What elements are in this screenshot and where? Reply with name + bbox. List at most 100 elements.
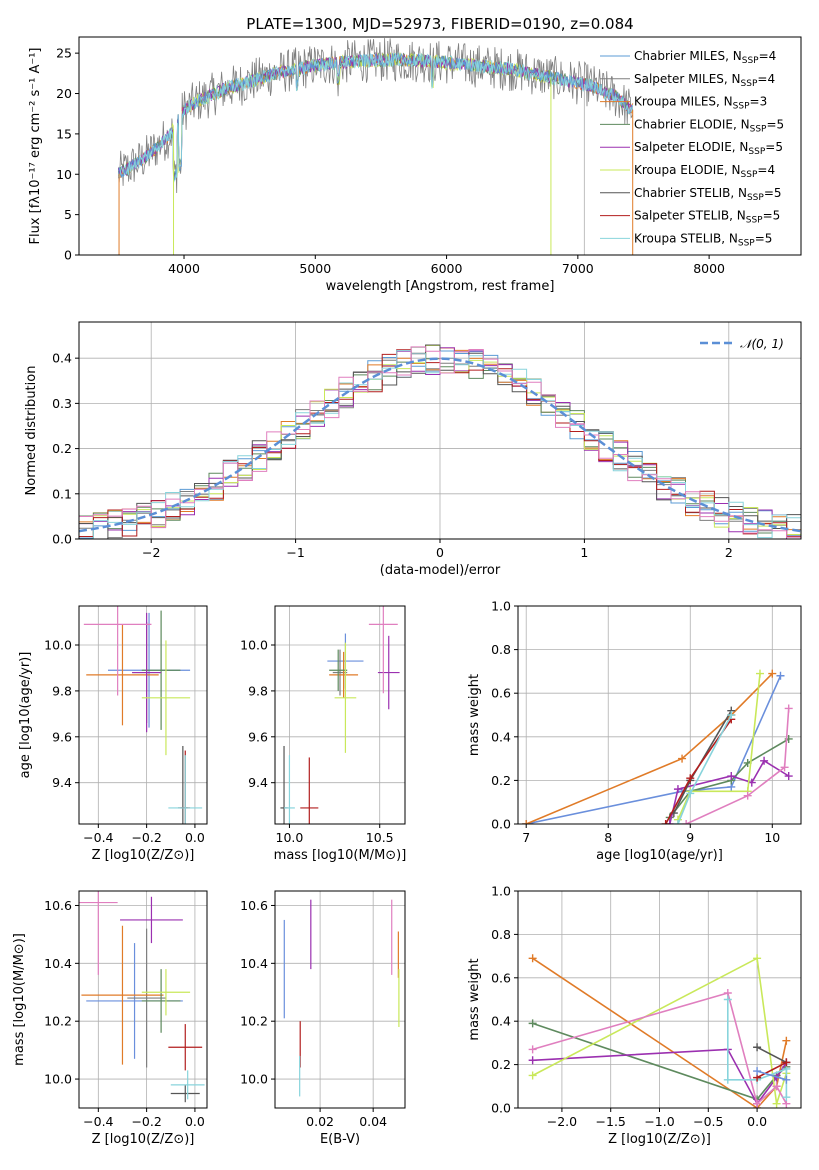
y-tick-label: 0.4 [52,351,72,366]
y-tick-label: 9.6 [52,729,72,744]
y-tick-label: 5 [64,207,72,222]
weight-marker [528,1071,537,1080]
weight-marker [753,1043,762,1052]
legend-entry: Salpeter ELODIE, NSSP=5 [634,140,783,157]
weight_vs_Z-series [528,954,791,1108]
x-tick-label: 10.0 [276,830,304,845]
weight-marker [723,1075,732,1084]
x-tick-label: 2 [725,545,733,560]
weight-line [685,708,790,824]
weight-marker [782,1036,791,1045]
mass_vs_ebv-xlabel: E(B-V) [320,1132,360,1147]
weight-marker [743,791,752,800]
x-tick-label: 1 [580,545,588,560]
x-tick-label: 0.0 [747,1114,767,1129]
weight-marker [776,671,785,680]
x-tick-label: 7 [522,830,530,845]
x-tick-label: 9 [686,830,694,845]
weight-marker [784,772,793,781]
weight-marker [673,820,682,824]
x-tick-label: 4000 [168,261,200,276]
y-tick-label: 9.4 [52,775,72,790]
x-tick-label: −0.2 [131,1114,161,1129]
y-tick-label: 0 [64,248,72,263]
weight-marker [528,954,537,963]
age_vs_Z-xlabel: Z [log10(Z/Z⊙)] [92,848,195,863]
y-tick-label: 1.0 [491,599,511,614]
mass_vs_ebv-points [283,899,400,1097]
x-tick-label: 0.0 [185,830,205,845]
weight-marker [723,995,732,1004]
y-tick-label: 10.0 [44,638,72,653]
y-tick-label: 0.8 [491,927,511,942]
weight-marker [760,756,769,765]
legend-entry: Salpeter STELIB, NSSP=5 [634,209,780,226]
y-tick-label: 25 [56,46,72,61]
weight-marker [528,1056,537,1065]
x-tick-label: 6000 [431,261,463,276]
weight_vs_age-ylabel: mass weight [467,674,482,756]
spectrum-lines [118,38,634,255]
age_vs_Z-ylabel: age [log10(age/yr)] [18,652,33,779]
spectrum-legend: Chabrier MILES, NSSP=4 Salpeter MILES, NS… [600,49,784,248]
residual-histogram [79,346,801,538]
weight-marker [784,704,793,713]
spectrum-xlabel: wavelength [Angstrom, rest frame] [326,279,555,294]
x-tick-label: −1.0 [644,1114,674,1129]
spectrum-line [118,52,634,184]
weight-marker [782,1058,791,1067]
weight-marker [782,1093,791,1102]
weight-line [756,1070,787,1081]
y-tick-label: 0.3 [52,396,72,411]
y-tick-label: 10.6 [240,898,268,913]
x-tick-label: −0.5 [693,1114,723,1129]
y-tick-label: 0.4 [491,1014,511,1029]
x-tick-label: 10 [764,830,780,845]
y-tick-label: 10.4 [44,956,72,971]
x-tick-label: 10.5 [366,830,394,845]
residuals-ylabel: Normed distribution [24,366,39,496]
y-tick-label: 0.2 [491,773,511,788]
weight-marker [522,820,531,824]
y-tick-label: 10.0 [44,1072,72,1087]
x-tick-label: −0.4 [83,830,113,845]
spectrum-axes: 4000 5000 6000 7000 8000 0 5 10 15 20 25 [56,46,725,276]
weight-marker [772,1099,781,1108]
y-tick-label: 1.0 [491,884,511,899]
legend-entry: Chabrier STELIB, NSSP=5 [634,186,782,203]
weight-line [669,759,790,824]
weight-line [526,675,782,824]
weight-marker [665,820,674,824]
y-tick-label: 15 [56,126,72,141]
x-tick-label: −0.4 [83,1114,113,1129]
y-tick-label: 20 [56,86,72,101]
weight-marker [753,1067,762,1076]
x-tick-label: 0.02 [306,1114,334,1129]
weight-marker [678,754,687,763]
y-tick-label: 0.0 [491,817,511,832]
x-tick-label: −2.0 [547,1114,577,1129]
y-tick-label: 0.2 [491,1057,511,1072]
y-tick-label: 10 [56,167,72,182]
axes-frame [78,36,802,256]
legend-entry: Chabrier MILES, NSSP=4 [634,49,776,66]
normal-curve [79,357,801,533]
y-tick-label: 0.8 [491,642,511,657]
mass_vs_Z-points [79,891,205,1103]
x-tick-label: 7000 [562,261,594,276]
x-tick-label: 8000 [693,261,725,276]
y-tick-label: 10.0 [240,638,268,653]
mass_vs_Z-ylabel: mass [log10(M/M⊙)] [12,933,27,1066]
x-tick-label: 0.0 [185,1114,205,1129]
legend-entry: 𝒩(0, 1) [740,337,784,351]
x-tick-label: 5000 [299,261,331,276]
weight-marker [528,1045,537,1054]
weight_vs_Z-xlabel: Z [log10(Z/Z⊙)] [608,1132,711,1147]
y-tick-label: 9.4 [248,775,268,790]
weight-line [756,1046,787,1064]
y-tick-label: 9.8 [248,683,268,698]
weight-marker [753,1099,762,1108]
y-tick-label: 0.4 [491,729,511,744]
axes-frame [78,890,208,1109]
